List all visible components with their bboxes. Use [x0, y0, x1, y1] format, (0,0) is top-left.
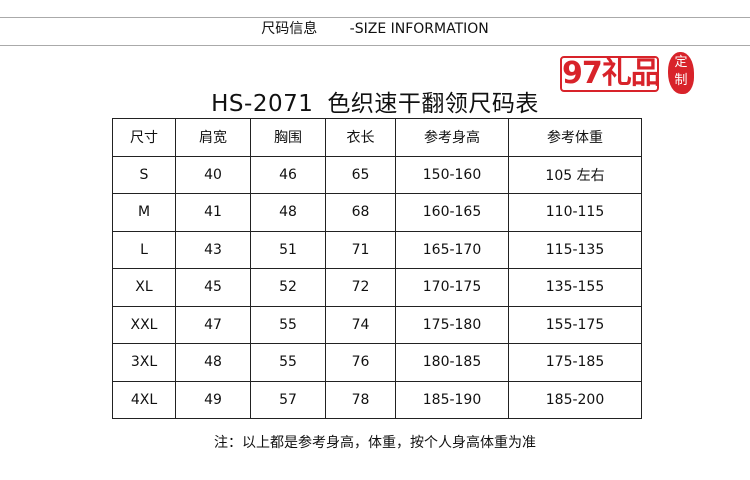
table-cell: 71 [325, 230, 396, 269]
table-cell: 4XL [112, 380, 176, 419]
table-cell: 185-200 [508, 380, 642, 419]
table-cell: 115-135 [508, 230, 642, 269]
table-cell: 57 [250, 380, 326, 419]
table-cell: 135-155 [508, 268, 642, 307]
table-cell: 155-175 [508, 305, 642, 344]
table-cell: S [112, 155, 176, 194]
table-cell: 68 [325, 193, 396, 232]
table-cell: 45 [175, 268, 251, 307]
watermark-seal: 定制 [668, 52, 694, 94]
table-cell: 165-170 [395, 230, 509, 269]
table-row: M 41 48 68 160-165 110-115 [112, 193, 642, 232]
table-cell: 180-185 [395, 343, 509, 382]
header-en: -SIZE INFORMATION [349, 21, 489, 37]
table-cell: 46 [250, 155, 326, 194]
size-table: 尺寸 肩宽 胸围 衣长 参考身高 参考体重 S 40 46 65 150-160 105 左右 M 41 4… [112, 118, 642, 419]
table-cell: 175-180 [395, 305, 509, 344]
watermark-logo: 97礼品 [560, 56, 659, 92]
table-cell: 47 [175, 305, 251, 344]
table-cell: 48 [175, 343, 251, 382]
header-top-rule [0, 17, 750, 18]
column-header: 参考体重 [508, 118, 642, 157]
table-cell: 76 [325, 343, 396, 382]
table-cell: 74 [325, 305, 396, 344]
table-cell: 55 [250, 305, 326, 344]
column-header: 参考身高 [395, 118, 509, 157]
header-bottom-rule [0, 45, 750, 46]
title-code: HS-2071 [211, 91, 314, 117]
column-header: 胸围 [250, 118, 326, 157]
table-cell: 160-165 [395, 193, 509, 232]
footnote: 注：以上都是参考身高，体重，按个人身高体重为准 [214, 435, 536, 451]
table-cell: 48 [250, 193, 326, 232]
table-cell: 105 左右 [508, 155, 642, 194]
table-cell: 78 [325, 380, 396, 419]
table-cell: 110-115 [508, 193, 642, 232]
table-row: XL 45 52 72 170-175 135-155 [112, 268, 642, 307]
table-cell: 170-175 [395, 268, 509, 307]
page-title: HS-2071 色织速干翻领尺码表 [0, 84, 750, 118]
table-cell: 72 [325, 268, 396, 307]
column-header: 肩宽 [175, 118, 251, 157]
section-header: 尺码信息 -SIZE INFORMATION [0, 18, 750, 38]
table-cell: 40 [175, 155, 251, 194]
table-row: 3XL 48 55 76 180-185 175-185 [112, 343, 642, 382]
table-cell: 52 [250, 268, 326, 307]
header-cn: 尺码信息 [261, 21, 318, 37]
watermark-seal-text: 定制 [674, 55, 688, 88]
table-cell: 65 [325, 155, 396, 194]
table-cell: 51 [250, 230, 326, 269]
table-row: S 40 46 65 150-160 105 左右 [112, 155, 642, 194]
table-cell: 55 [250, 343, 326, 382]
column-header: 尺寸 [112, 118, 176, 157]
table-cell: 185-190 [395, 380, 509, 419]
table-cell: L [112, 230, 176, 269]
table-cell: 150-160 [395, 155, 509, 194]
table-cell: XXL [112, 305, 176, 344]
table-cell: 49 [175, 380, 251, 419]
table-cell: 3XL [112, 343, 176, 382]
table-cell: 41 [175, 193, 251, 232]
column-header: 衣长 [325, 118, 396, 157]
table-cell: 43 [175, 230, 251, 269]
title-name: 色织速干翻领尺码表 [327, 91, 539, 117]
table-row: 4XL 49 57 78 185-190 185-200 [112, 380, 642, 419]
table-row: XXL 47 55 74 175-180 155-175 [112, 305, 642, 344]
table-cell: 175-185 [508, 343, 642, 382]
table-row: L 43 51 71 165-170 115-135 [112, 230, 642, 269]
table-cell: XL [112, 268, 176, 307]
table-cell: M [112, 193, 176, 232]
table-header-row: 尺寸 肩宽 胸围 衣长 参考身高 参考体重 [112, 118, 642, 157]
